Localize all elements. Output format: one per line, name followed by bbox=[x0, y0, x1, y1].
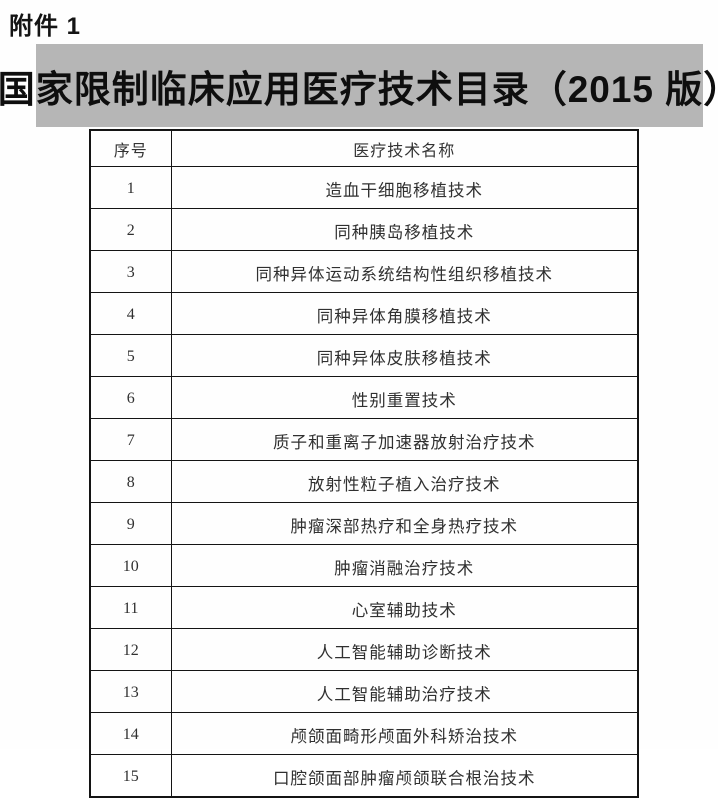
table-row: 7 质子和重离子加速器放射治疗技术 bbox=[89, 418, 639, 461]
table-row: 3 同种异体运动系统结构性组织移植技术 bbox=[89, 250, 639, 293]
row-number-cell: 6 bbox=[89, 376, 172, 419]
tech-name-cell: 肿瘤深部热疗和全身热疗技术 bbox=[170, 502, 639, 545]
row-number-cell: 14 bbox=[89, 712, 172, 755]
row-number-cell: 8 bbox=[89, 460, 172, 503]
attachment-label: 附件 1 bbox=[9, 13, 82, 40]
row-number-cell: 15 bbox=[89, 754, 172, 798]
tech-name-cell: 同种胰岛移植技术 bbox=[170, 208, 639, 251]
table-row: 6 性别重置技术 bbox=[89, 376, 639, 419]
tech-name-cell: 同种异体角膜移植技术 bbox=[170, 292, 639, 335]
table-row: 10 肿瘤消融治疗技术 bbox=[89, 544, 639, 587]
table-row: 5 同种异体皮肤移植技术 bbox=[89, 334, 639, 377]
table-row: 15 口腔颌面部肿瘤颅颌联合根治技术 bbox=[89, 754, 639, 798]
tech-name-cell: 口腔颌面部肿瘤颅颌联合根治技术 bbox=[170, 754, 639, 798]
table-row: 12 人工智能辅助诊断技术 bbox=[89, 628, 639, 671]
tech-name-cell: 同种异体皮肤移植技术 bbox=[170, 334, 639, 377]
row-number-cell: 10 bbox=[89, 544, 172, 587]
medical-tech-table: 序号 医疗技术名称 1 造血干细胞移植技术 2 同种胰岛移植技术 3 同种异体运… bbox=[89, 129, 639, 798]
row-number-cell: 9 bbox=[89, 502, 172, 545]
table-row: 2 同种胰岛移植技术 bbox=[89, 208, 639, 251]
tech-name-cell: 人工智能辅助治疗技术 bbox=[170, 670, 639, 713]
row-number-cell: 5 bbox=[89, 334, 172, 377]
tech-name-cell: 放射性粒子植入治疗技术 bbox=[170, 460, 639, 503]
tech-name-cell: 造血干细胞移植技术 bbox=[170, 166, 639, 209]
row-number-cell: 13 bbox=[89, 670, 172, 713]
table-row: 13 人工智能辅助治疗技术 bbox=[89, 670, 639, 713]
table-row: 9 肿瘤深部热疗和全身热疗技术 bbox=[89, 502, 639, 545]
tech-name-cell: 肿瘤消融治疗技术 bbox=[170, 544, 639, 587]
tech-name-cell: 性别重置技术 bbox=[170, 376, 639, 419]
table-row: 14 颅颌面畸形颅面外科矫治技术 bbox=[89, 712, 639, 755]
table-header-row: 序号 医疗技术名称 bbox=[89, 129, 639, 167]
tech-name-cell: 质子和重离子加速器放射治疗技术 bbox=[170, 418, 639, 461]
row-number-cell: 3 bbox=[89, 250, 172, 293]
table-body: 1 造血干细胞移植技术 2 同种胰岛移植技术 3 同种异体运动系统结构性组织移植… bbox=[89, 166, 639, 798]
row-number-cell: 2 bbox=[89, 208, 172, 251]
row-number-cell: 4 bbox=[89, 292, 172, 335]
row-number-cell: 11 bbox=[89, 586, 172, 629]
tech-name-cell: 同种异体运动系统结构性组织移植技术 bbox=[170, 250, 639, 293]
tech-name-cell: 心室辅助技术 bbox=[170, 586, 639, 629]
row-number-cell: 1 bbox=[89, 166, 172, 209]
title-banner: 国家限制临床应用医疗技术目录（2015 版） bbox=[0, 44, 718, 127]
table-row: 11 心室辅助技术 bbox=[89, 586, 639, 629]
tech-name-cell: 颅颌面畸形颅面外科矫治技术 bbox=[170, 712, 639, 755]
tech-name-cell: 人工智能辅助诊断技术 bbox=[170, 628, 639, 671]
table-row: 8 放射性粒子植入治疗技术 bbox=[89, 460, 639, 503]
table-row: 1 造血干细胞移植技术 bbox=[89, 166, 639, 209]
column-header-no: 序号 bbox=[89, 129, 172, 167]
table-row: 4 同种异体角膜移植技术 bbox=[89, 292, 639, 335]
row-number-cell: 12 bbox=[89, 628, 172, 671]
column-header-name: 医疗技术名称 bbox=[170, 129, 639, 167]
row-number-cell: 7 bbox=[89, 418, 172, 461]
document-page: 附件 1 国家限制临床应用医疗技术目录（2015 版） 序号 医疗技术名称 1 … bbox=[0, 13, 718, 798]
page-title: 国家限制临床应用医疗技术目录（2015 版） bbox=[0, 68, 718, 110]
